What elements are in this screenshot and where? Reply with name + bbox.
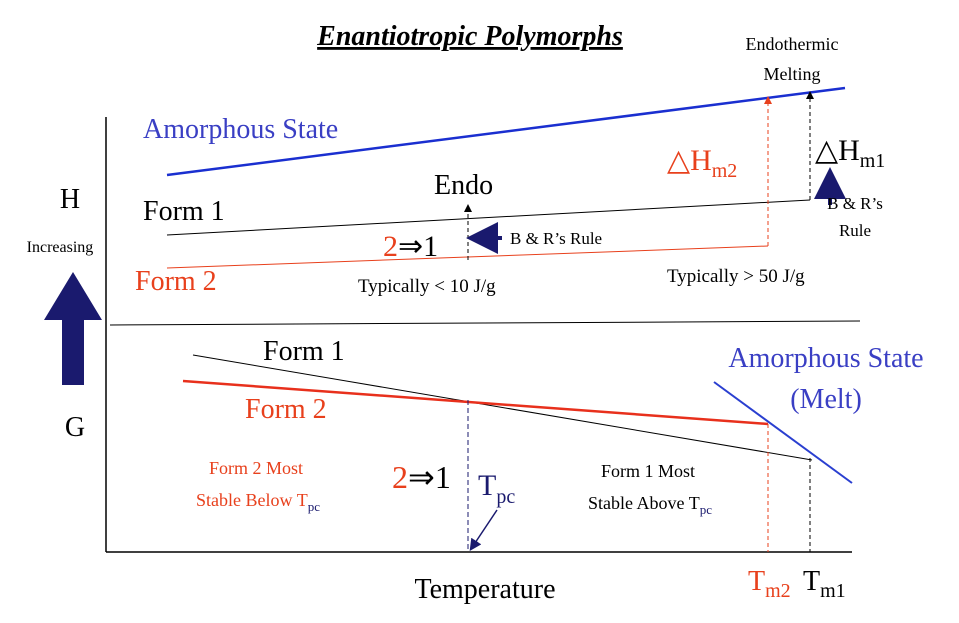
delta-h: △Hm2	[667, 144, 737, 182]
tpc: Tpc	[478, 469, 515, 508]
label: (Melt)	[790, 384, 862, 415]
label: Form 2	[245, 394, 327, 425]
lines	[44, 86, 861, 553]
tm: Tm2	[748, 566, 791, 602]
label: Form 1	[263, 336, 345, 367]
rule: B & R’s Rule	[510, 229, 602, 248]
note: Form 2 Most	[209, 458, 303, 478]
delta-h: △Hm1	[815, 134, 885, 172]
label: Form 1	[143, 196, 225, 227]
axis-label: H	[60, 184, 80, 215]
note: Stable Above Tpc	[588, 493, 712, 517]
note: Stable Below Tpc	[196, 490, 320, 514]
title: Enantiotropic Polymorphs	[316, 21, 623, 52]
rule: Rule	[839, 221, 871, 240]
x-label: Temperature	[414, 574, 555, 605]
note: Typically > 50 J/g	[667, 266, 805, 287]
rule: B & R’s	[827, 194, 883, 213]
note: Typically < 10 J/g	[358, 276, 496, 297]
axis-label: G	[65, 412, 85, 443]
label: Amorphous State	[728, 343, 923, 374]
axis-note: Increasing	[27, 239, 94, 256]
label: Endo	[434, 170, 493, 201]
tm: Tm1	[803, 566, 846, 602]
melting-note: Endothermic	[746, 34, 839, 54]
transition: 2⇒1	[392, 459, 451, 495]
note: Form 1 Most	[601, 461, 695, 481]
melting-note: Melting	[764, 64, 821, 84]
label: Amorphous State	[143, 114, 338, 145]
label: Form 2	[135, 266, 217, 297]
transition: 2⇒1	[383, 230, 438, 263]
